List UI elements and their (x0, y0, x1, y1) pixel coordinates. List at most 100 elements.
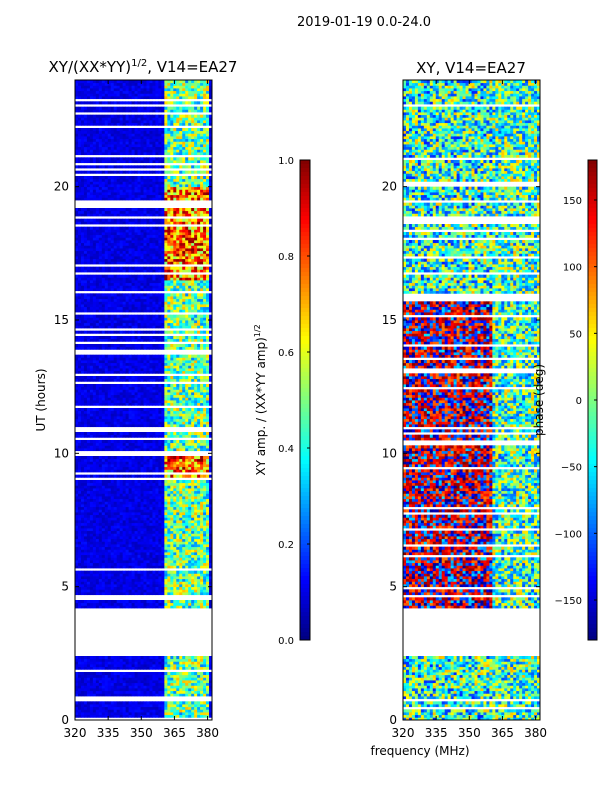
heatmap-cell (80, 365, 85, 369)
heatmap-cell (155, 706, 159, 710)
heatmap-cell (104, 554, 109, 558)
heatmap-cell (170, 602, 174, 606)
heatmap-cell (173, 685, 177, 689)
heatmap-cell (209, 362, 213, 366)
heatmap-cell (98, 536, 103, 540)
heatmap-cell (164, 424, 168, 428)
heatmap-cell (110, 432, 115, 436)
heatmap-cell (125, 488, 130, 492)
heatmap-cell (83, 658, 88, 662)
heatmap-cell (125, 693, 130, 697)
heatmap-cell (77, 658, 82, 662)
heatmap-cell (119, 538, 124, 542)
heatmap-cell (179, 376, 183, 380)
heatmap-cell (104, 704, 109, 708)
heatmap-cell (128, 704, 132, 708)
heatmap-cell (80, 706, 85, 710)
heatmap-cell (98, 658, 103, 662)
heatmap-cell (122, 565, 127, 569)
heatmap-cell (98, 442, 103, 446)
heatmap-cell (83, 485, 88, 489)
heatmap-cell (209, 565, 213, 569)
heatmap-cell (137, 389, 141, 393)
heatmap-cell (128, 586, 132, 590)
heatmap-cell (83, 498, 88, 502)
heatmap-cell (188, 552, 192, 556)
heatmap-cell (164, 445, 168, 449)
heatmap-cell (203, 365, 207, 369)
heatmap-cell (134, 445, 138, 449)
heatmap-cell (75, 389, 79, 393)
heatmap-cell (182, 445, 186, 449)
heatmap-cell (86, 658, 91, 662)
heatmap-cell (188, 512, 192, 516)
heatmap-cell (161, 504, 165, 508)
heatmap-cell (167, 386, 171, 390)
heatmap-cell (173, 346, 177, 350)
heatmap-cell (164, 376, 168, 380)
heatmap-cell (134, 714, 138, 718)
heatmap-cell (167, 512, 171, 516)
heatmap-cell (75, 552, 79, 556)
heatmap-cell (209, 666, 213, 670)
heatmap-cell (89, 528, 94, 532)
heatmap-cell (125, 522, 130, 526)
heatmap-cell (182, 712, 186, 716)
heatmap-cell (128, 549, 132, 553)
heatmap-cell (107, 714, 112, 718)
heatmap-cell (140, 432, 144, 436)
heatmap-cell (95, 570, 100, 574)
heatmap-cell (134, 525, 138, 529)
heatmap-cell (125, 530, 130, 534)
heatmap-cell (209, 570, 213, 574)
heatmap-cell (110, 530, 115, 534)
heatmap-cell (116, 485, 121, 489)
heatmap-cell (128, 509, 132, 513)
heatmap-cell (75, 408, 79, 412)
heatmap-cell (83, 440, 88, 444)
heatmap-cell (164, 493, 168, 497)
heatmap-cell (188, 541, 192, 545)
heatmap-cell (101, 520, 106, 524)
heatmap-cell (161, 538, 165, 542)
heatmap-cell (179, 445, 183, 449)
heatmap-cell (149, 421, 153, 425)
heatmap-cell (80, 709, 85, 713)
heatmap-cell (185, 677, 189, 681)
heatmap-cell (131, 442, 135, 446)
heatmap-cell (77, 400, 82, 404)
heatmap-cell (149, 386, 153, 390)
heatmap-cell (137, 434, 141, 438)
heatmap-cell (185, 482, 189, 486)
heatmap-cell (113, 402, 118, 406)
heatmap-cell (170, 501, 174, 505)
heatmap-cell (134, 541, 138, 545)
heatmap-cell (107, 397, 112, 401)
heatmap-cell (185, 565, 189, 569)
heatmap-cell (140, 397, 144, 401)
heatmap-cell (119, 658, 124, 662)
heatmap-cell (131, 325, 135, 329)
heatmap-cell (146, 466, 150, 470)
heatmap-cell (89, 560, 94, 564)
heatmap-cell (95, 712, 100, 716)
heatmap-cell (119, 522, 124, 526)
heatmap-cell (161, 530, 165, 534)
heatmap-cell (104, 365, 109, 369)
heatmap-cell (107, 584, 112, 588)
heatmap-cell (107, 322, 112, 326)
heatmap-cell (188, 330, 192, 334)
heatmap-cell (152, 362, 156, 366)
heatmap-cell (155, 570, 159, 574)
heatmap-cell (194, 354, 198, 358)
heatmap-cell (110, 362, 115, 366)
heatmap-cell (191, 549, 195, 553)
heatmap-cell (140, 504, 144, 508)
heatmap-cell (194, 434, 198, 438)
heatmap-cell (92, 330, 97, 334)
heatmap-cell (143, 410, 147, 414)
heatmap-cell (167, 672, 171, 676)
heatmap-cell (152, 554, 156, 558)
heatmap-cell (191, 554, 195, 558)
heatmap-cell (179, 440, 183, 444)
